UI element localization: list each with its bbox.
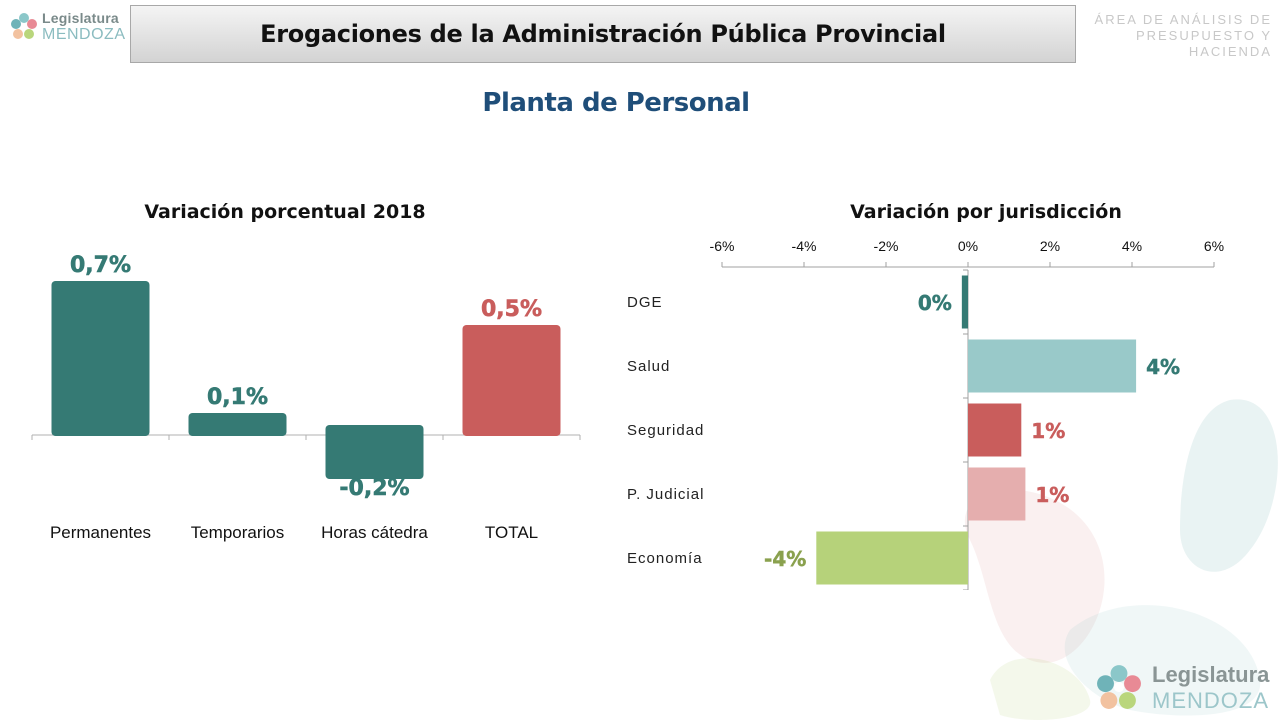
data-label: 0,7% [70,253,131,278]
bar-chart-variacion: Variación porcentual 2018 0,7% Permanentes… [31,201,581,542]
data-label: 1% [1035,483,1069,507]
chart-variacion-porcentual: Variación porcentual 2018 0,7% Permanentes… [20,190,600,560]
x-tick-label: 0% [958,238,978,254]
section-subtitle: Planta de Personal [482,88,750,118]
data-label: 4% [1146,355,1180,379]
flower-logo-footer-icon [1097,665,1141,709]
category-label: Horas cátedra [321,523,428,542]
data-label: -4% [764,547,806,571]
category-label: Seguridad [627,422,704,439]
category-label: DGE [627,294,663,311]
legislatura-logo: Legislatura MENDOZA [8,6,128,46]
x-tick-label: 2% [1040,238,1060,254]
x-tick-label: -6% [710,238,735,254]
chart-variacion-jurisdiccion: Variación por jurisdicción -6% -4% -2% 0% 2% 4… [610,190,1250,590]
logo-text-top: Legislatura [42,10,119,26]
footer-logo-text-top: Legislatura [1152,662,1270,687]
chart-title: Variación por jurisdicción [850,201,1122,223]
category-label: Salud [627,358,670,375]
x-tick-label: -4% [792,238,817,254]
area-label-line1: ÁREA DE ANÁLISIS DE [1094,12,1272,27]
x-tick-label: 4% [1122,238,1142,254]
data-label: 1% [1031,419,1065,443]
hbar-chart-jurisdiccion: Variación por jurisdicción -6% -4% -2% 0% 2% 4… [627,201,1224,590]
x-tick-label: 6% [1204,238,1224,254]
bar [968,339,1137,393]
data-label: 0,5% [481,297,542,322]
category-label: Permanentes [50,523,151,542]
legislatura-logo-footer: Legislatura MENDOZA [1092,658,1272,716]
logo-text-bottom: MENDOZA [42,26,126,43]
page-title: Erogaciones de la Administración Pública… [260,20,946,48]
bar [462,325,561,436]
area-label: ÁREA DE ANÁLISIS DE PRESUPUESTO Y HACIEN… [1082,12,1272,60]
bar [188,413,287,436]
bar [325,425,424,479]
category-label: P. Judicial [627,486,704,503]
bar [968,403,1022,457]
category-label: Temporarios [191,523,285,542]
bar [968,467,1026,521]
category-label: TOTAL [485,523,538,542]
data-label: 0% [918,291,952,315]
chart-title: Variación porcentual 2018 [144,201,425,223]
category-label: Economía [627,550,703,567]
bar [51,281,150,436]
title-banner: Erogaciones de la Administración Pública… [130,5,1076,63]
data-label: 0,1% [207,385,268,410]
area-label-line2: PRESUPUESTO Y HACIENDA [1135,28,1272,59]
footer-logo-text-bottom: MENDOZA [1152,688,1269,713]
decorative-background-swirls [964,399,1278,720]
flower-logo-icon [11,13,37,39]
bar [961,275,968,329]
bar [816,531,968,585]
x-tick-label: -2% [874,238,899,254]
data-label: -0,2% [339,476,409,501]
